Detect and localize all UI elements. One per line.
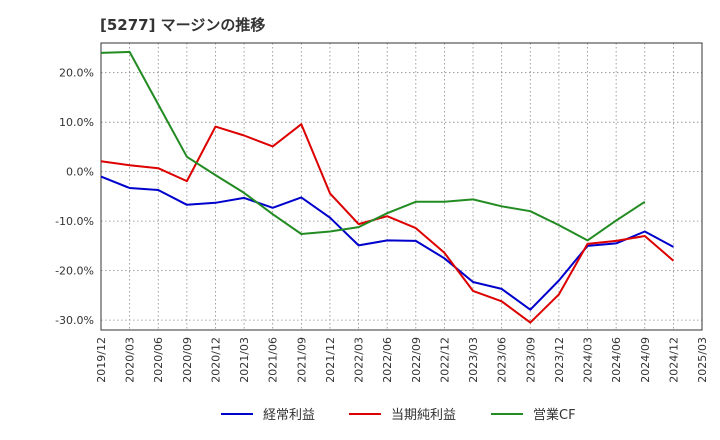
axes: 20.0% 10.0% 0.0% -10.0% -20.0% -30.0%2019/12 2… xyxy=(55,42,709,383)
x-tick-label: 2024/12 xyxy=(667,337,680,383)
x-tick-label: 2022/03 xyxy=(353,337,366,383)
x-tick-label: 2020/06 xyxy=(152,337,165,383)
y-tick-label: 0.0% xyxy=(66,166,94,179)
x-tick-label: 2021/12 xyxy=(324,337,337,383)
x-tick-label: 2024/03 xyxy=(582,337,595,383)
x-tick-label: 2020/09 xyxy=(181,337,194,383)
x-tick-label: 2020/03 xyxy=(124,337,137,383)
legend-label: 当期純利益 xyxy=(391,408,456,423)
x-tick-label: 2021/06 xyxy=(267,337,280,383)
x-tick-label: 2023/09 xyxy=(524,337,537,383)
x-tick-label: 2025/03 xyxy=(696,337,709,383)
x-tick-label: 2023/06 xyxy=(496,337,509,383)
x-tick-label: 2019/12 xyxy=(95,337,108,383)
x-tick-label: 2022/12 xyxy=(438,337,451,383)
series-line-3 xyxy=(100,50,646,242)
series-line-1 xyxy=(100,175,674,311)
legend-label: 経常利益 xyxy=(263,408,315,423)
grid xyxy=(100,43,703,330)
x-tick-label: 2021/09 xyxy=(295,337,308,383)
x-tick-label: 2023/03 xyxy=(467,337,480,383)
y-tick-label: 20.0% xyxy=(59,67,94,80)
y-tick-label: -10.0% xyxy=(55,215,94,228)
x-tick-label: 2024/09 xyxy=(639,337,652,383)
plot-frame xyxy=(100,42,703,331)
x-tick-label: 2022/09 xyxy=(410,337,423,383)
y-tick-label: 10.0% xyxy=(59,116,94,129)
x-tick-label: 2023/12 xyxy=(553,337,566,383)
x-tick-label: 2020/12 xyxy=(209,337,222,383)
legend: 経常利益 当期純利益 営業CF xyxy=(221,407,576,423)
x-tick-label: 2022/06 xyxy=(381,337,394,383)
y-tick-label: -30.0% xyxy=(55,314,94,327)
y-tick-label: -20.0% xyxy=(55,265,94,278)
x-tick-label: 2024/06 xyxy=(610,337,623,383)
legend-label: 営業CF xyxy=(533,407,576,423)
x-tick-label: 2021/03 xyxy=(238,337,251,383)
series-lines xyxy=(100,50,675,324)
chart-title: [5277] マージンの推移 xyxy=(100,16,266,34)
